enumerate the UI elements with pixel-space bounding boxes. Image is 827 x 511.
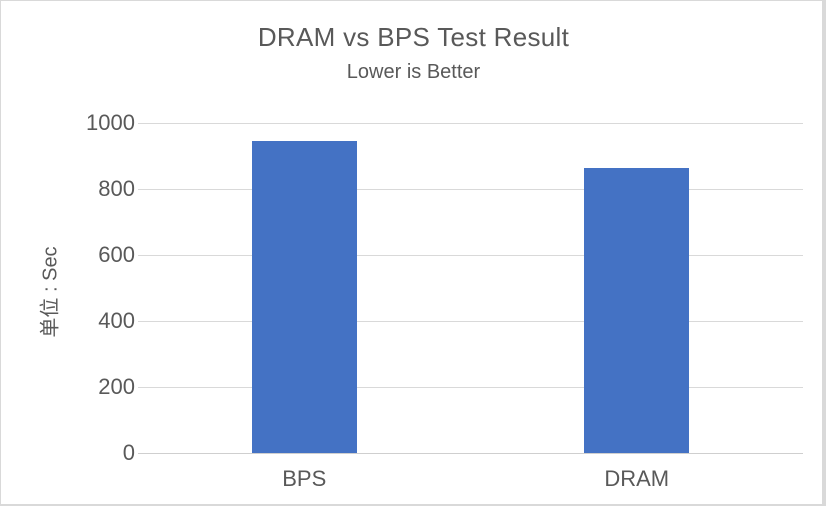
gridline	[138, 189, 803, 190]
y-tick-label: 0	[122, 440, 135, 465]
y-tick-label: 200	[98, 374, 135, 399]
x-axis-line	[138, 453, 803, 454]
y-tick-label: 400	[98, 308, 135, 333]
gridline	[138, 321, 803, 322]
bar-bps	[251, 141, 357, 453]
bar-dram	[584, 168, 690, 453]
y-tick-label: 800	[98, 176, 135, 201]
chart-subtitle: Lower is Better	[346, 61, 481, 83]
y-tick-label: 600	[98, 242, 135, 267]
gridline	[138, 255, 803, 256]
chart-title: DRAM vs BPS Test Result	[257, 22, 570, 52]
x-category-label: BPS	[282, 466, 327, 491]
x-category-label: DRAM	[604, 466, 670, 491]
plot-area	[138, 123, 803, 453]
y-tick-label: 1000	[86, 110, 135, 135]
gridline	[138, 387, 803, 388]
gridline	[138, 123, 803, 124]
